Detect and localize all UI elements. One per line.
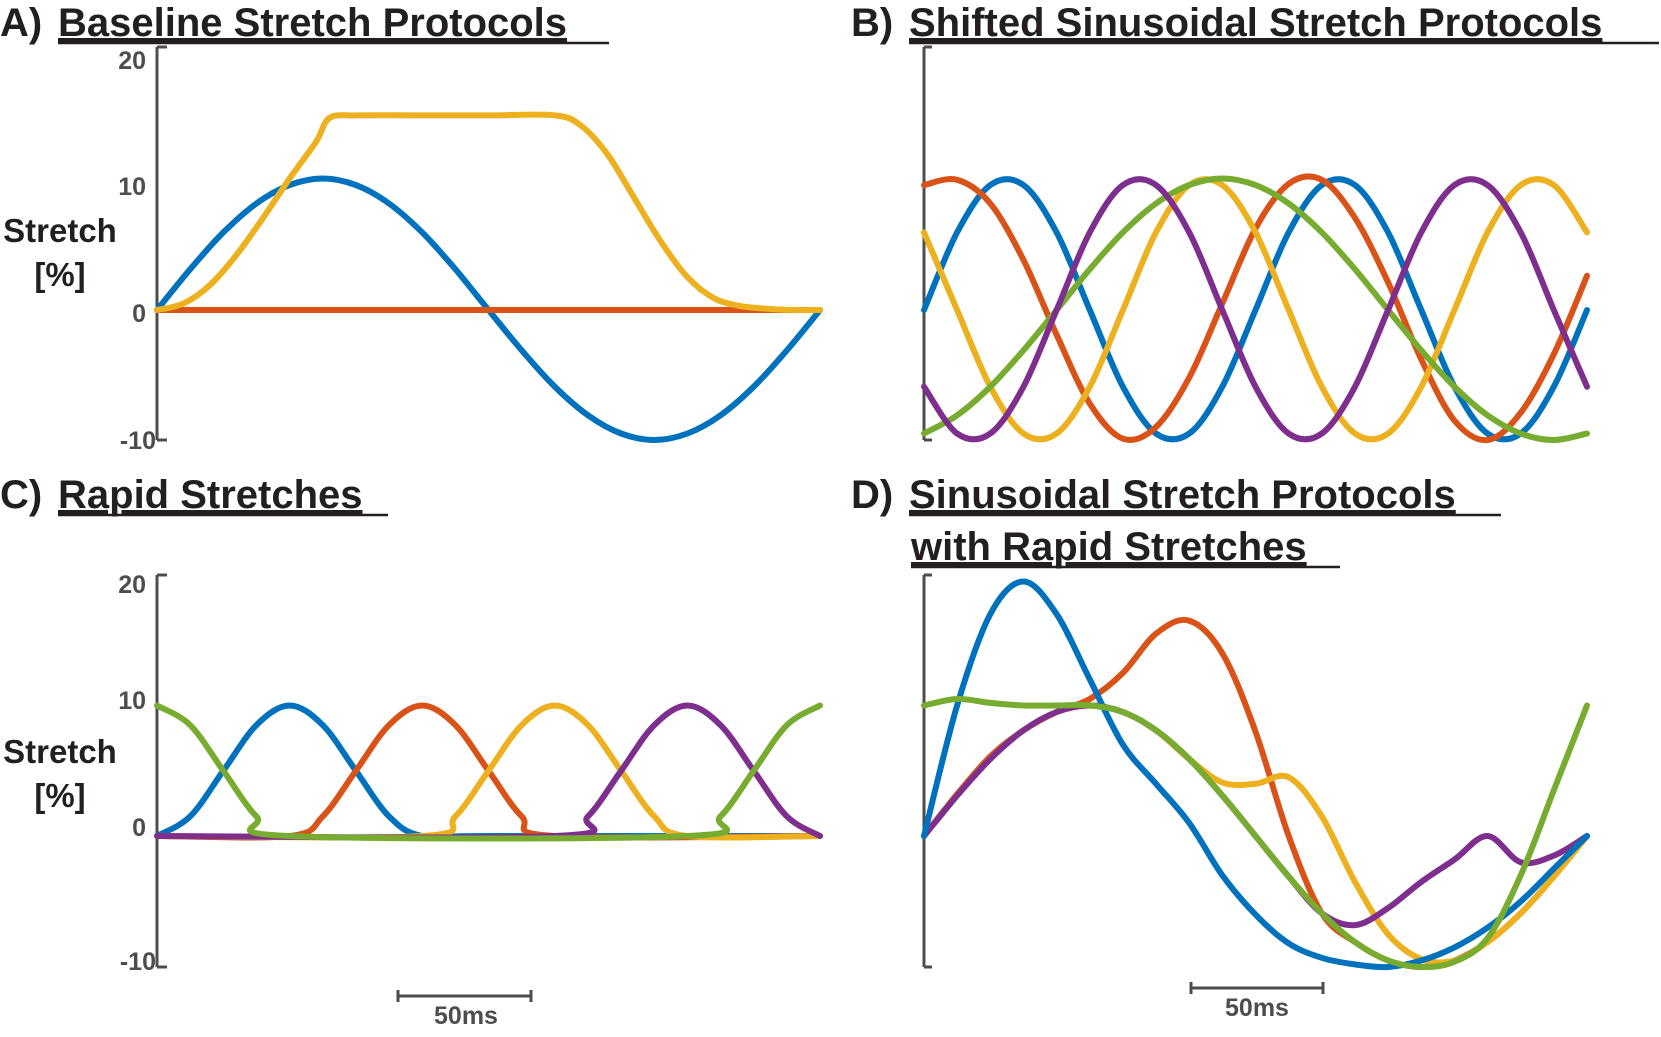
panel-c-y-axis: 20 10 0 -10: [118, 571, 167, 976]
panel-b-series-green: [921, 175, 1590, 443]
panel-b-plot: [921, 173, 1590, 444]
panel-c-scale-bar-label: 50ms: [434, 1002, 498, 1030]
panel-c: C) Rapid Stretches Stretch [%] 20 10 0 -…: [0, 473, 823, 1030]
panel-d-scale-bar: 50ms: [1189, 982, 1325, 1022]
panel-b-series-blue: [921, 176, 1590, 443]
panel-d: D) Sinusoidal Stretch Protocols with Rap…: [851, 473, 1590, 1022]
panel-b-y-axis: [922, 45, 932, 442]
panel-b-title: Shifted Sinusoidal Stretch Protocols: [909, 1, 1602, 45]
panel-a-ylabel-line2: [%]: [34, 256, 85, 293]
panel-a-ytick-10: 10: [118, 173, 146, 201]
panel-a-prefix: A): [0, 1, 42, 45]
panel-a-plot: [154, 111, 823, 443]
panel-c-ytick-10: 10: [118, 687, 146, 715]
panel-c-title: Rapid Stretches: [58, 473, 363, 517]
panel-a-ytick-0: 0: [132, 300, 146, 328]
panel-b-series-yellow: [921, 176, 1590, 443]
panel-c-ytick-neg10: -10: [120, 948, 156, 976]
panel-b: B) Shifted Sinusoidal Stretch Protocols: [851, 1, 1659, 444]
panel-d-series-green: [921, 695, 1590, 971]
panel-d-plot: [921, 578, 1590, 971]
panel-d-series-blue: [921, 578, 1590, 971]
panel-d-y-axis: [922, 573, 932, 969]
panel-d-title-line1: Sinusoidal Stretch Protocols: [909, 473, 1456, 517]
panel-b-prefix: B): [851, 1, 893, 45]
panel-c-ytick-0: 0: [132, 814, 146, 842]
panel-c-ylabel-line1: Stretch: [3, 733, 117, 770]
panel-a-ylabel-line1: Stretch: [3, 212, 117, 249]
panel-c-plot: [154, 702, 823, 842]
panel-a-title: Baseline Stretch Protocols: [58, 1, 567, 45]
panel-a: A) Baseline Stretch Protocols Stretch [%…: [0, 1, 823, 455]
panel-c-series-green: [154, 702, 823, 842]
panel-c-scale-bar: 50ms: [396, 990, 533, 1030]
panel-d-title-line2: with Rapid Stretches: [910, 525, 1307, 569]
panel-d-prefix: D): [851, 473, 893, 517]
panel-a-ytick-20: 20: [118, 47, 146, 75]
panel-c-ytick-20: 20: [118, 571, 146, 599]
panel-a-series-yellow: [154, 111, 823, 314]
panel-b-series-purple: [921, 176, 1590, 443]
panel-c-ylabel-line2: [%]: [34, 777, 85, 814]
panel-a-ytick-neg10: -10: [120, 427, 156, 455]
panel-c-prefix: C): [0, 473, 42, 517]
panel-d-scale-bar-label: 50ms: [1225, 994, 1289, 1022]
panel-a-y-axis: 20 10 0 -10: [118, 45, 167, 455]
